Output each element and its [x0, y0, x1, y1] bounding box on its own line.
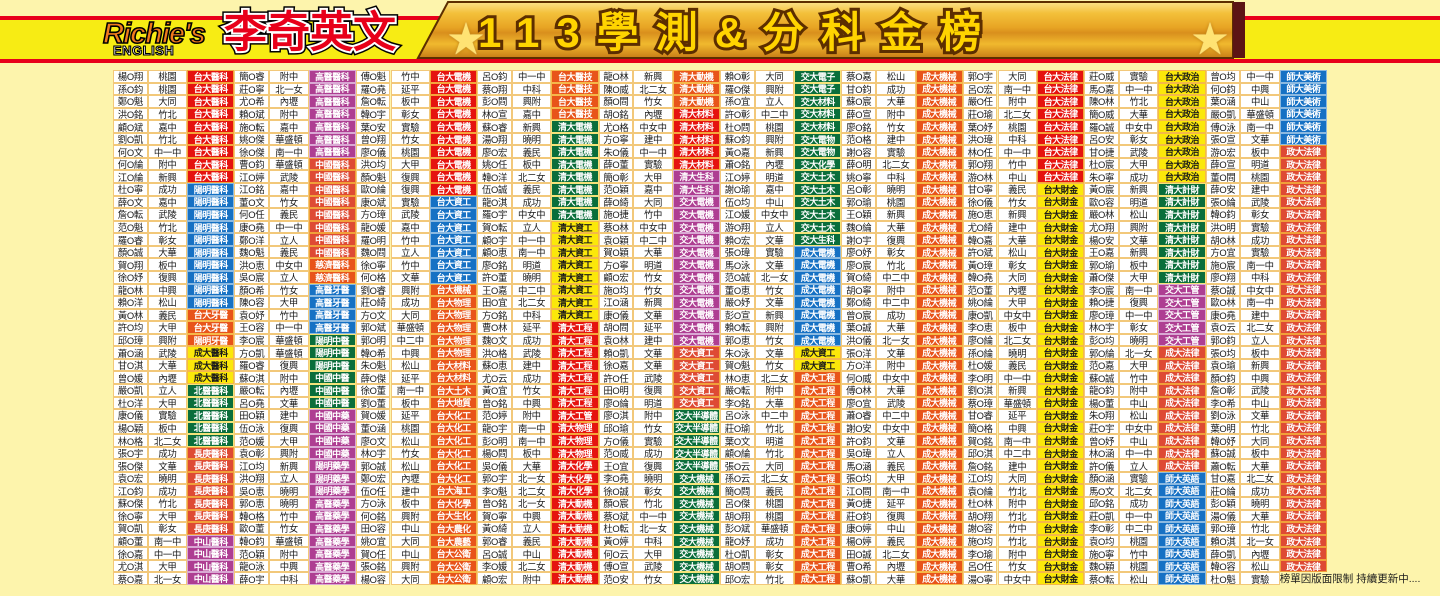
svg-text:李奇英文: 李奇英文 [224, 9, 396, 57]
svg-text:113學測&分科金榜: 113學測&分科金榜 [478, 9, 998, 56]
